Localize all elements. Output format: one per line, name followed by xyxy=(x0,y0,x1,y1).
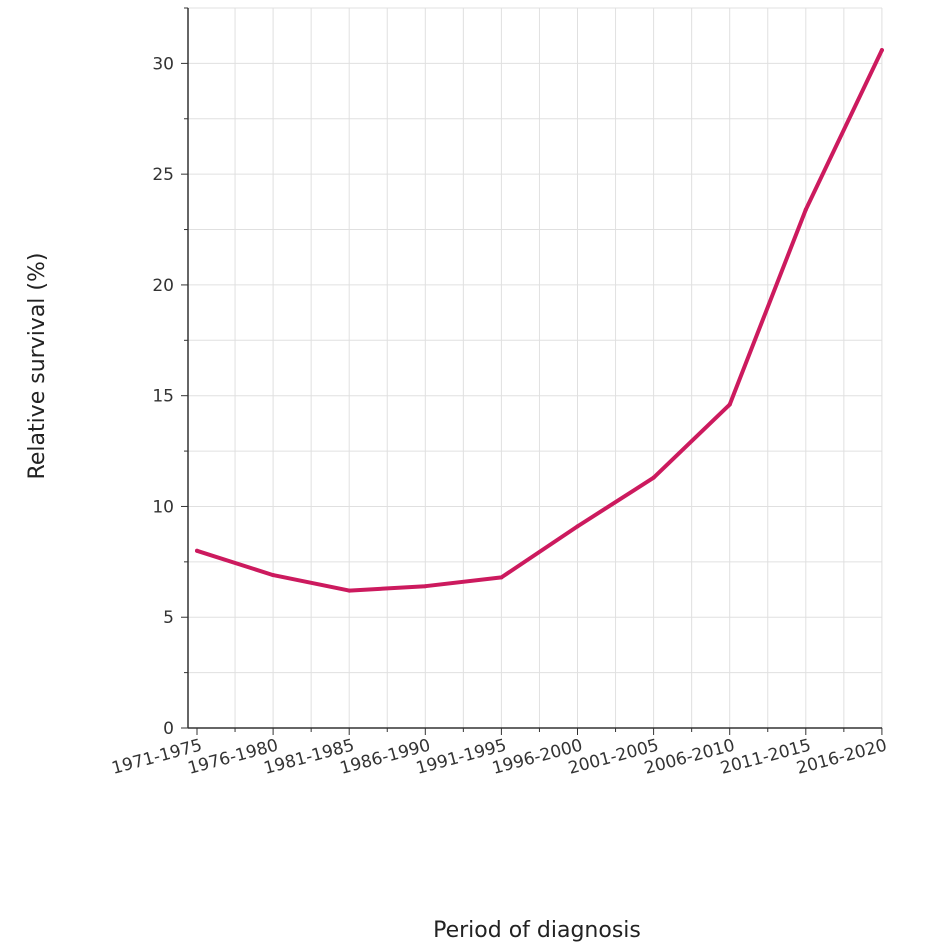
gridlines xyxy=(188,7,883,728)
y-tick-label: 25 xyxy=(152,165,174,185)
data-point xyxy=(879,48,884,53)
data-point xyxy=(347,588,352,593)
data-point xyxy=(651,475,656,480)
y-tick-labels: 0 5 10 15 20 25 30 xyxy=(152,54,174,739)
data-point xyxy=(423,584,428,589)
y-tick-label: 20 xyxy=(152,276,174,296)
y-tick-label: 10 xyxy=(152,497,174,517)
x-axis-title: Period of diagnosis xyxy=(433,918,641,943)
data-point xyxy=(195,548,199,553)
y-tick-label: 0 xyxy=(163,719,174,739)
data-point xyxy=(803,207,808,212)
x-tick-labels: 1971-19751976-19801981-19851986-19901991… xyxy=(110,736,890,779)
data-point xyxy=(271,573,276,578)
data-point xyxy=(499,575,504,580)
y-tick-label: 30 xyxy=(152,54,174,74)
data-point xyxy=(575,524,580,529)
data-point xyxy=(727,402,732,407)
axes xyxy=(181,7,883,735)
series-line xyxy=(195,48,884,593)
y-axis-title: Relative survival (%) xyxy=(25,253,50,480)
y-tick-label: 15 xyxy=(152,387,174,407)
series-layer xyxy=(195,48,884,593)
y-tick-label: 5 xyxy=(163,608,174,628)
